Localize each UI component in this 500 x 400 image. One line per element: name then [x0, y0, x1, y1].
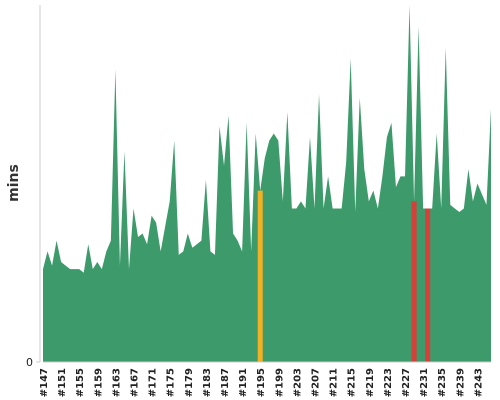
x-tick-label: #191 — [238, 368, 249, 397]
x-tick-label: #223 — [383, 368, 394, 397]
x-tick-label: #155 — [75, 368, 86, 397]
x-tick-label: #215 — [347, 368, 358, 397]
x-tick-label: #187 — [220, 368, 231, 397]
y-tick-label: 0 — [26, 356, 33, 369]
x-tick-label: #179 — [184, 368, 195, 397]
x-tick-label: #163 — [111, 368, 122, 397]
y-axis-label: mins — [6, 164, 22, 202]
x-tick-label: #167 — [130, 368, 141, 397]
x-tick-label: #235 — [437, 368, 448, 397]
x-tick-label: #239 — [455, 368, 466, 397]
highlight-bar — [425, 208, 431, 362]
x-tick-label: #199 — [274, 368, 285, 397]
x-tick-label: #183 — [202, 368, 213, 397]
x-tick-label: #203 — [292, 368, 303, 397]
x-tick-label: #243 — [473, 368, 484, 397]
x-tick-label: #207 — [311, 368, 322, 397]
x-tick-label: #175 — [166, 368, 177, 397]
x-tick-label: #219 — [365, 368, 376, 397]
x-tick-label: #227 — [401, 368, 412, 397]
highlight-bar — [411, 201, 417, 362]
x-tick-label: #231 — [419, 368, 430, 397]
highlight-bar — [257, 190, 263, 362]
x-tick-label: #211 — [329, 368, 340, 397]
x-tick-label: #195 — [256, 368, 267, 397]
x-tick-label: #159 — [93, 368, 104, 397]
x-tick-label: #147 — [39, 368, 50, 397]
x-tick-label: #151 — [57, 368, 68, 397]
area — [43, 5, 491, 362]
x-tick-label: #171 — [148, 368, 159, 397]
